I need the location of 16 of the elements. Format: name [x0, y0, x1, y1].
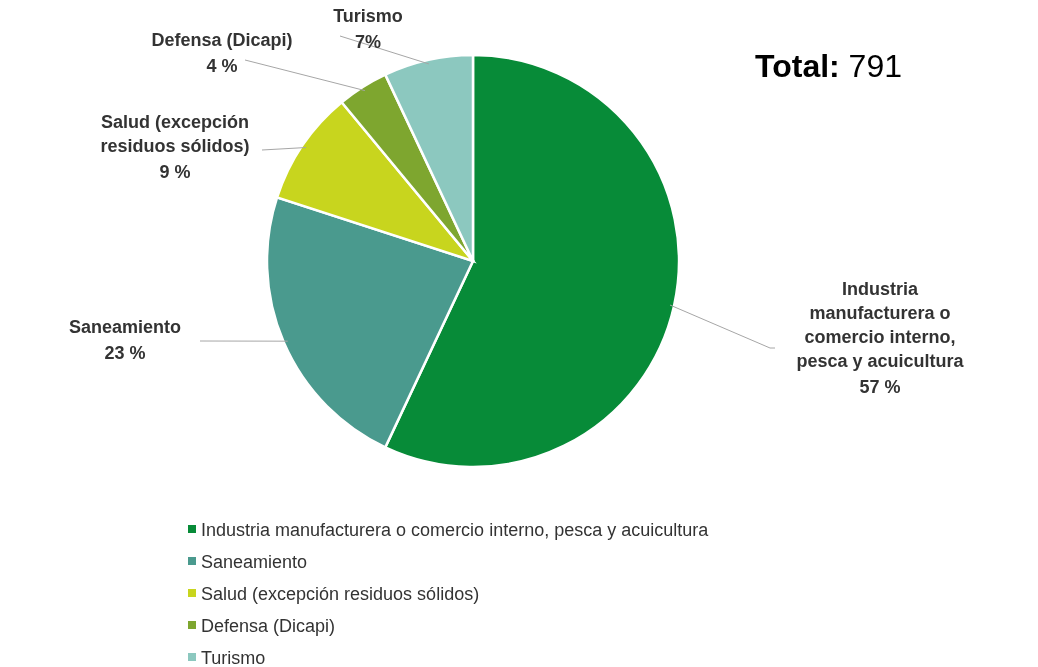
slice-label: Turismo: [333, 6, 403, 26]
legend-label: Defensa (Dicapi): [201, 616, 336, 636]
slice-label: Saneamiento: [68, 317, 182, 337]
data-label: 9 %: [159, 162, 191, 182]
slice-label: Salud (excepción residuos sólidos): [100, 112, 250, 156]
legend-label: Salud (excepción residuos sólidos): [201, 584, 480, 604]
slice-label: Defensa (Dicapi): [151, 30, 293, 50]
data-label: 4 %: [206, 56, 238, 76]
data-label: 23 %: [104, 343, 146, 363]
legend-label: Turismo: [201, 648, 266, 667]
legend-label: Saneamiento: [201, 552, 308, 572]
text: Total: 791: [755, 48, 902, 84]
data-label: 57 %: [859, 377, 901, 397]
data-label: 7%: [354, 32, 382, 52]
slice-label: Industria manufacturera o comercio interno, pesca y acuicultura: [796, 279, 965, 371]
legend-label: Industria manufacturera o comercio interno, pesca y acuicultura: [201, 520, 710, 540]
